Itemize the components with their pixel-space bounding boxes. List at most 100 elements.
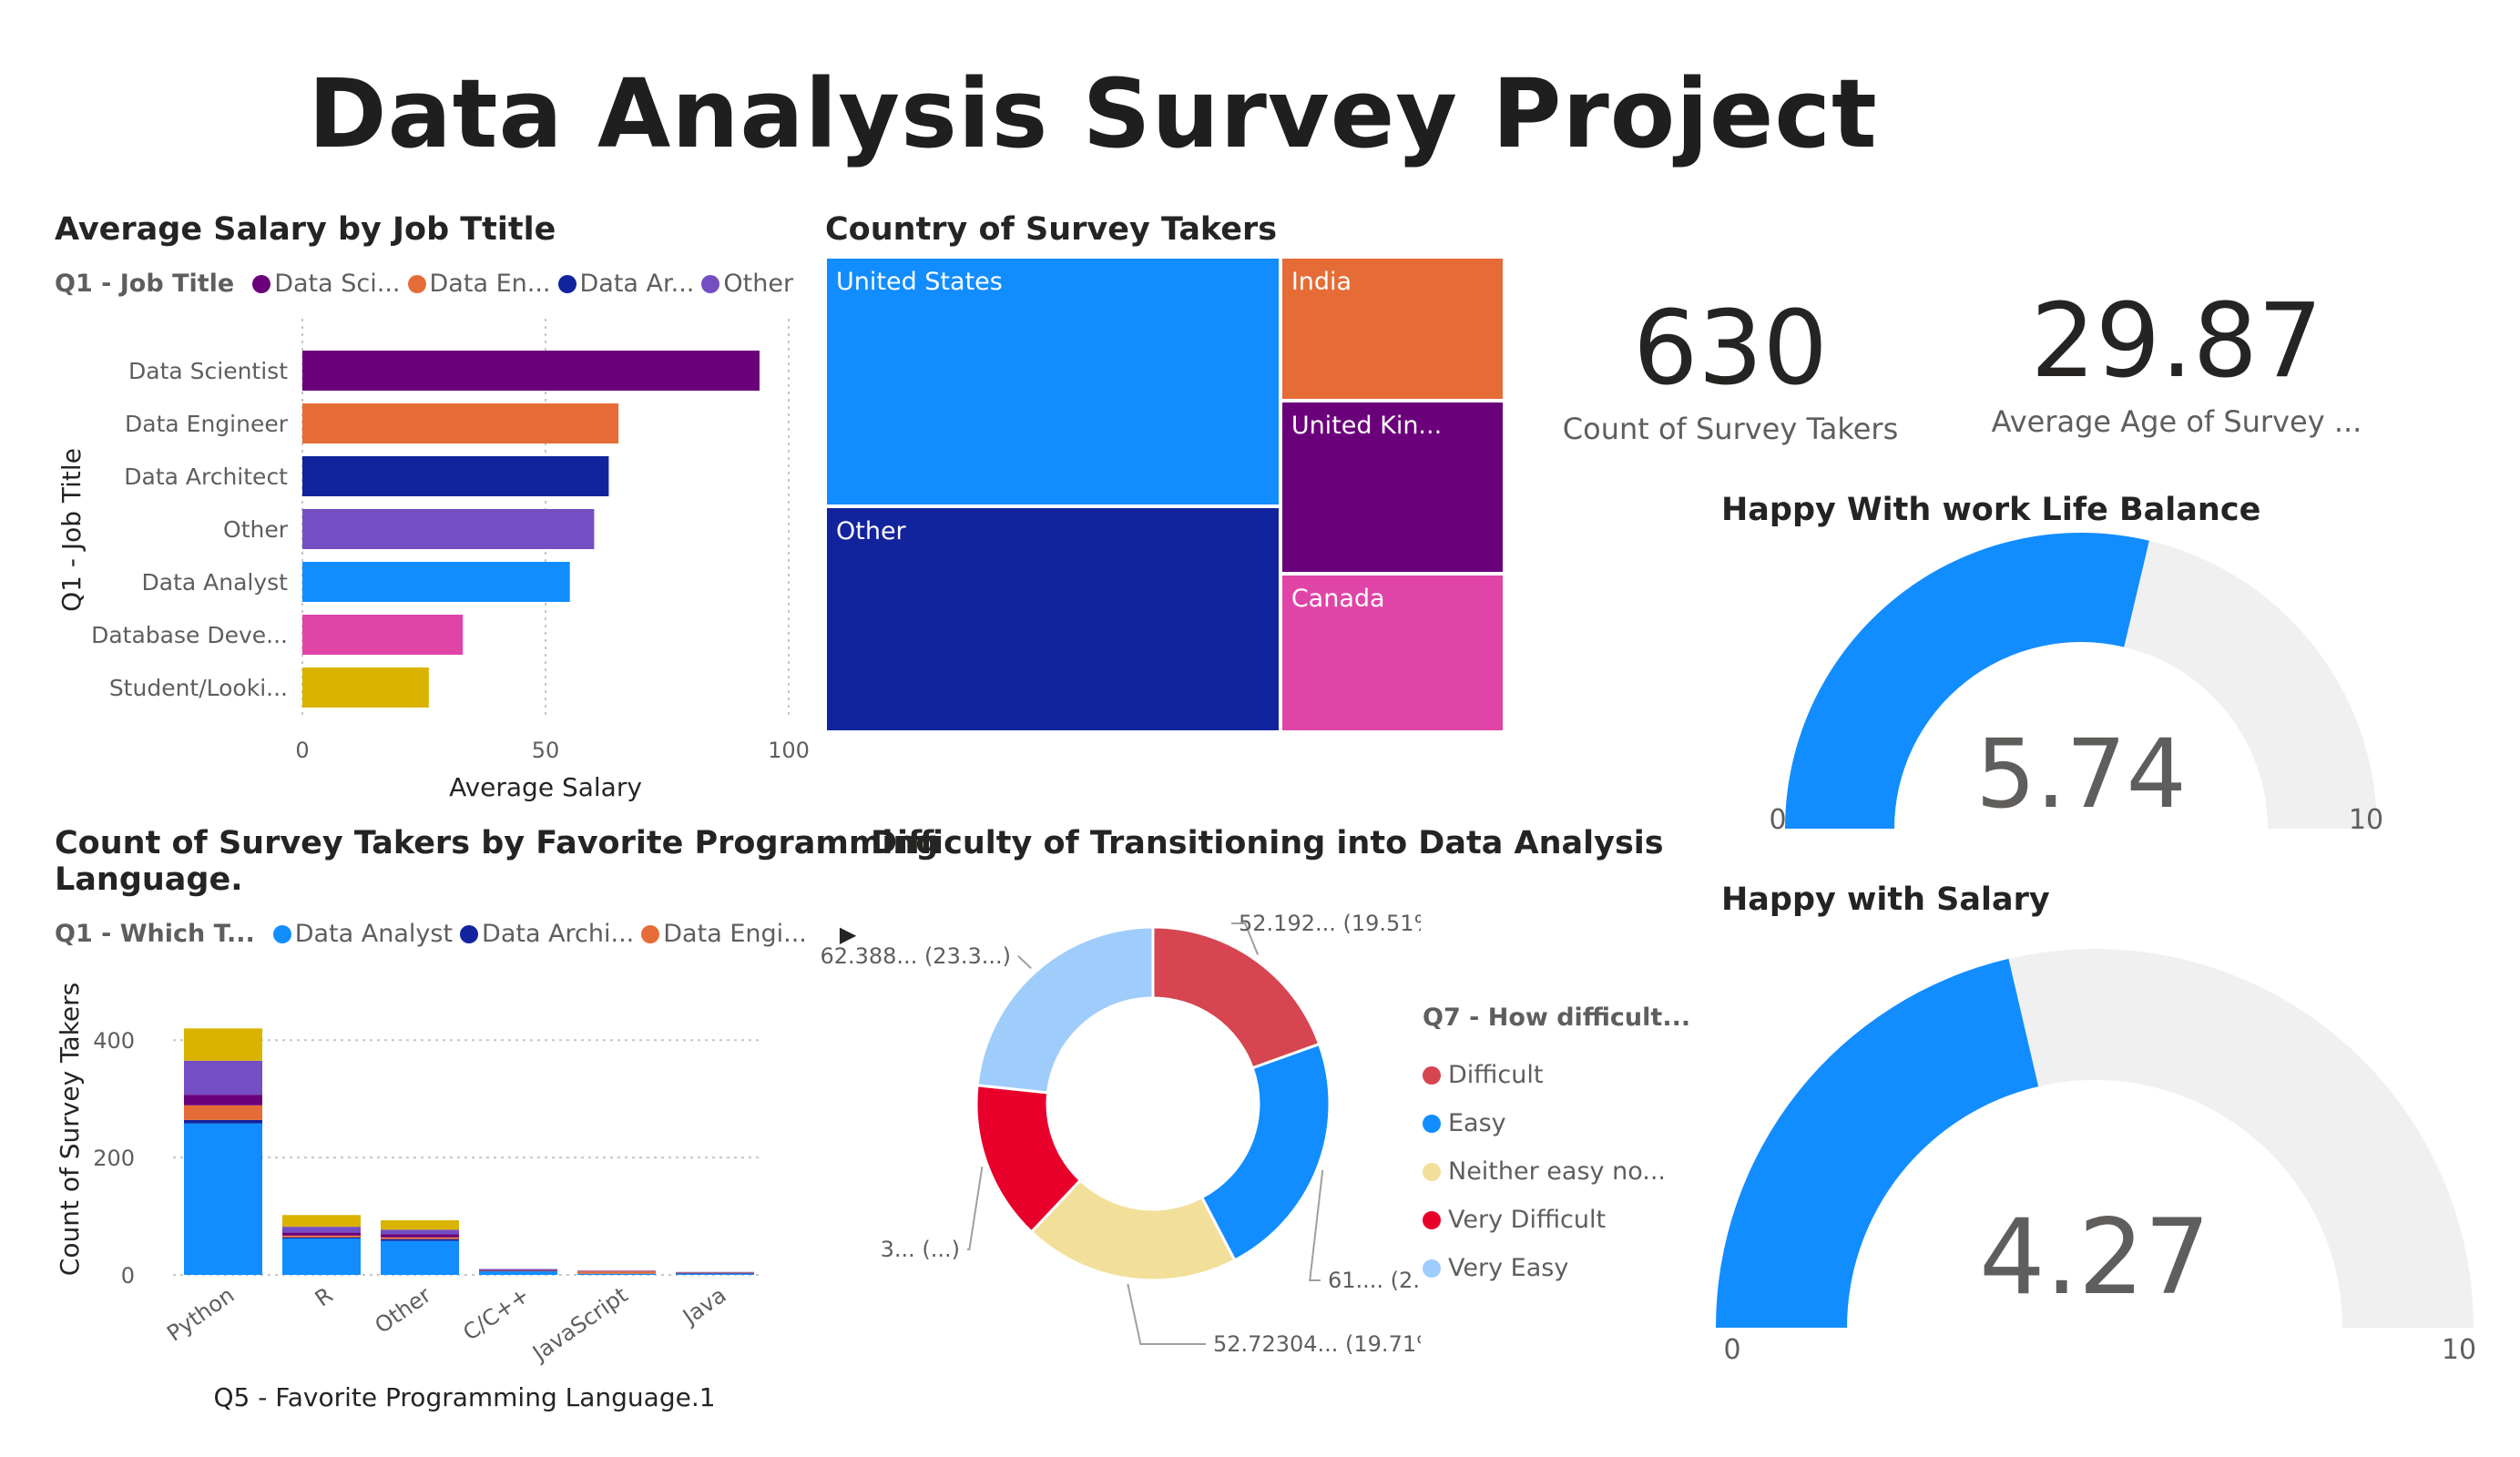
prog-bar-other-series-2 [381, 1237, 459, 1239]
age-card-value: 29.87 [2030, 282, 2323, 401]
programming-chart-title: Count of Survey Takers by Favorite Progr… [55, 825, 938, 898]
salary-chart-title: Average Salary by Job Ttitle [55, 211, 556, 248]
page-title: Data Analysis Survey Project [308, 58, 1878, 169]
treemap-tile-united-kin[interactable]: United Kin... [1280, 401, 1505, 574]
legend-item-data-analyst[interactable]: Data Analyst [294, 920, 454, 948]
salary-bar-other [302, 509, 595, 549]
treemap-tile-label: Other [836, 517, 906, 546]
count-card-label: Count of Survey Takers [1562, 412, 1899, 446]
legend-item-data-scientist[interactable]: Data Sci... [274, 270, 401, 298]
prog-bar-java-series-4 [676, 1271, 754, 1273]
legend-label-difficult: Difficult [1448, 1061, 1544, 1089]
donut-leader-line [967, 1167, 984, 1250]
prog-bar-r-series-2 [282, 1235, 361, 1238]
prog-bar-javascript-series-0 [577, 1273, 656, 1275]
legend-item-very-difficult[interactable]: Very Difficult [1423, 1196, 1690, 1244]
legend-dot-data-architect [557, 274, 576, 293]
salary-bar-data-engineer [302, 403, 619, 443]
country-chart-title: Country of Survey Takers [825, 211, 1278, 248]
donut-slice-very-easy [975, 925, 1155, 1095]
prog-bar-c-c-series-2 [479, 1269, 557, 1271]
programming-chart-legend: Q1 - Which T... Data Analyst Data Archi.… [55, 920, 856, 948]
salary-category-label: Data Scientist [128, 358, 288, 384]
legend-item-data-engineer[interactable]: Data Engi... [663, 920, 807, 948]
salary-category-label: Data Analyst [142, 569, 289, 596]
prog-y-tick-label: 400 [93, 1028, 135, 1054]
prog-bar-python-series-3 [184, 1095, 262, 1105]
donut-data-label: 3... (...) [881, 1237, 960, 1262]
prog-bar-c-c-series-1 [479, 1270, 557, 1272]
legend-item-data-engineer[interactable]: Data En... [429, 270, 551, 298]
legend-label-very-difficult: Very Difficult [1448, 1206, 1607, 1234]
legend-item-other[interactable]: Other [723, 270, 794, 298]
difficulty-donut-chart: 52.192... (19.51%) 61.... (2...) 52.72304.… [820, 911, 1421, 1357]
prog-bar-other-series-5 [381, 1220, 459, 1230]
treemap-tile-label: India [1291, 268, 1352, 296]
programming-chart-title-line1: Count of Survey Takers by Favorite Progr… [55, 825, 939, 861]
legend-item-data-architect[interactable]: Data Ar... [579, 270, 695, 298]
treemap-tile-other[interactable]: Other [825, 506, 1280, 732]
prog-bar-python-series-2 [184, 1105, 262, 1120]
treemap-tile-united-states[interactable]: United States [825, 257, 1280, 507]
prog-bar-other-series-4 [381, 1229, 459, 1235]
legend-label-neither: Neither easy no... [1448, 1157, 1666, 1186]
country-treemap: United States Other India United Kin... Cana… [825, 257, 1505, 732]
prog-bar-java-series-0 [676, 1273, 754, 1275]
prog-category-label: C/C++ [458, 1282, 534, 1346]
prog-category-label: R [311, 1282, 338, 1312]
treemap-tile-label: Canada [1291, 585, 1385, 613]
salary-gauge: 4.27 0 10 [1716, 949, 2476, 1366]
salary-x-axis-title: Average Salary [449, 772, 642, 801]
legend-next-arrow-icon[interactable]: ▶ [839, 921, 857, 947]
prog-bar-other-series-3 [381, 1234, 459, 1238]
prog-y-axis-title: Count of Survey Takers [55, 983, 85, 1276]
treemap-tile-label: United Kin... [1291, 412, 1443, 441]
prog-y-tick-label: 200 [93, 1146, 135, 1171]
donut-slice-easy [1199, 1042, 1331, 1263]
salary-category-label: Student/Looki... [109, 675, 288, 701]
prog-bar-c-c-series-4 [479, 1269, 557, 1270]
legend-item-data-architect[interactable]: Data Archi... [482, 920, 635, 948]
legend-label-very-easy: Very Easy [1448, 1254, 1569, 1282]
prog-x-axis-title: Q5 - Favorite Programming Language.1 [213, 1382, 715, 1412]
prog-bar-other-series-1 [381, 1238, 459, 1241]
salary-category-label: Data Engineer [125, 411, 289, 437]
donut-leader-line [1017, 955, 1032, 970]
prog-bar-r-series-5 [282, 1215, 361, 1228]
work-life-gauge: 5.74 0 10 [1769, 533, 2383, 836]
prog-bar-c-c-series-0 [479, 1271, 557, 1275]
work-life-gauge-title: Happy With work Life Balance [1721, 492, 2261, 528]
legend-dot-neither [1423, 1162, 1441, 1181]
legend-item-neither[interactable]: Neither easy no... [1423, 1147, 1690, 1196]
difficulty-legend-title: Q7 - How difficult... [1423, 1004, 1691, 1032]
gauge-max-label: 10 [2349, 804, 2383, 836]
treemap-tile-canada[interactable]: Canada [1280, 574, 1505, 732]
salary-category-label: Other [223, 516, 289, 543]
donut-data-label: 52.192... (19.51%) [1239, 911, 1421, 936]
prog-bar-c-c-series-3 [479, 1269, 557, 1270]
treemap-tile-india[interactable]: India [1280, 257, 1505, 402]
prog-category-label: Other [371, 1282, 436, 1339]
legend-dot-very-difficult [1423, 1210, 1441, 1229]
salary-bar-data-scientist [302, 351, 760, 391]
legend-dot-easy [1423, 1114, 1441, 1133]
salary-x-tick-label: 0 [295, 738, 309, 763]
legend-item-very-easy[interactable]: Very Easy [1423, 1244, 1690, 1292]
donut-data-label: 52.72304... (19.71%) [1213, 1331, 1421, 1357]
legend-dot-data-scientist [252, 274, 271, 293]
legend-item-difficult[interactable]: Difficult [1423, 1051, 1690, 1099]
donut-slice-difficult [1151, 925, 1321, 1070]
prog-category-label: JavaScript [526, 1282, 632, 1367]
prog-bar-python-series-0 [184, 1123, 262, 1275]
salary-bar-chart: 0 50 100 Data Scientist Data Engineer Data Ar… [56, 319, 810, 801]
gauge-min-label: 0 [1723, 1334, 1740, 1366]
gauge-min-label: 0 [1769, 804, 1786, 836]
salary-bar-data-architect [302, 456, 609, 496]
legend-dot-difficult [1423, 1065, 1441, 1085]
legend-item-easy[interactable]: Easy [1423, 1099, 1690, 1147]
legend-dot-other [701, 274, 720, 293]
prog-bar-other-series-0 [381, 1240, 459, 1275]
legend-dot-very-easy [1423, 1258, 1441, 1278]
salary-gauge-title: Happy with Salary [1721, 881, 2050, 918]
legend-dot-data-engineer [641, 924, 660, 943]
